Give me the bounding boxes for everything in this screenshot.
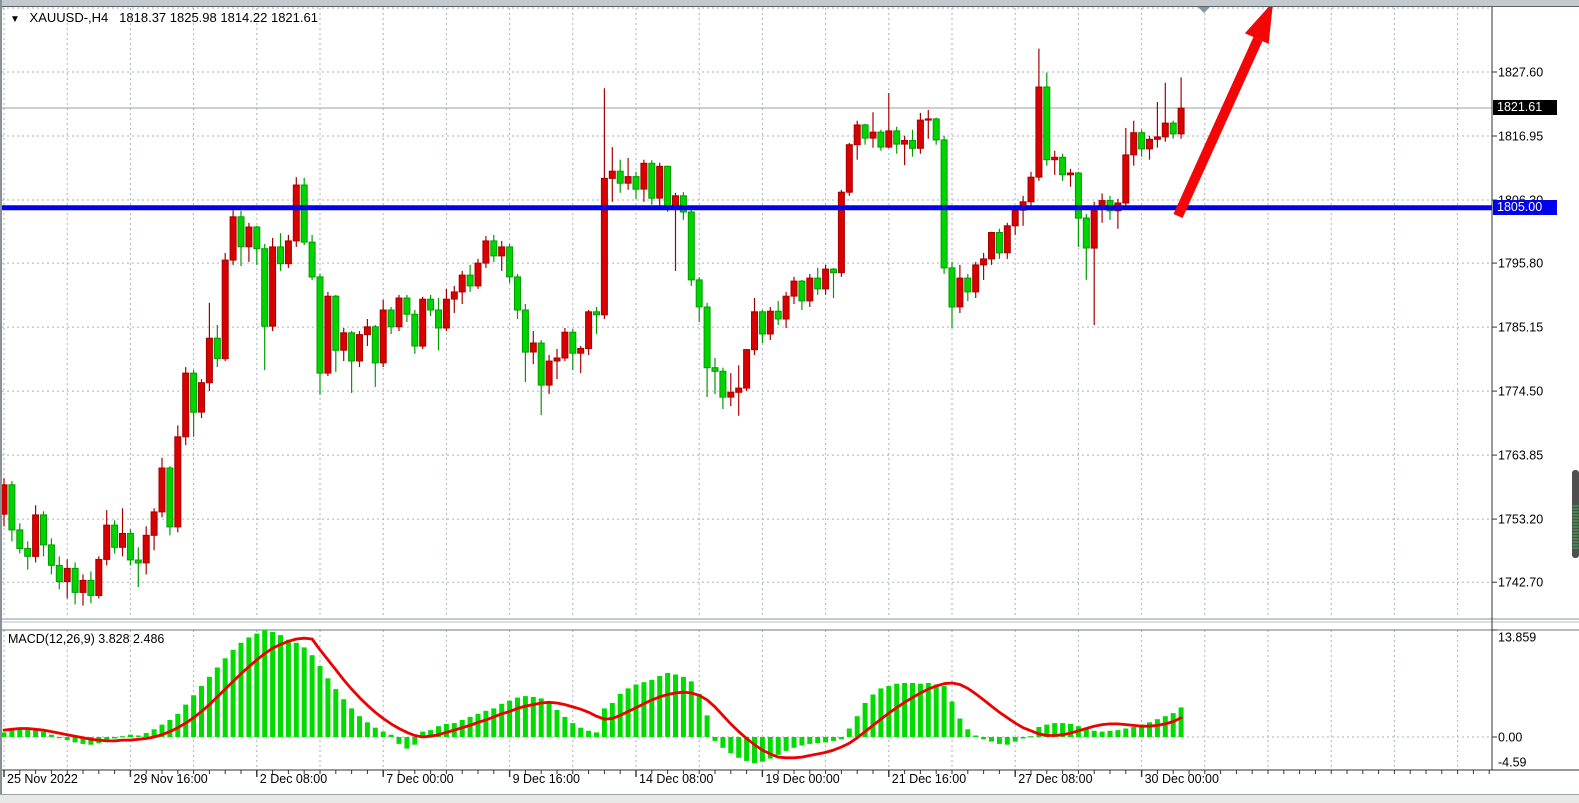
- window-left-border: [0, 0, 2, 803]
- time-axis-label: 14 Dec 08:00: [639, 772, 713, 786]
- trend-arrow[interactable]: [1173, 2, 1273, 219]
- candles: [0, 48, 1185, 606]
- window-top-border: [0, 0, 1579, 7]
- time-axis-label: 2 Dec 08:00: [260, 772, 327, 786]
- hline-price-badge: 1805.00: [1493, 200, 1557, 215]
- time-axis-label: 7 Dec 00:00: [386, 772, 453, 786]
- time-axis-label: 25 Nov 2022: [7, 772, 78, 786]
- macd-histogram: [1, 630, 1184, 764]
- chart-shift-marker-icon[interactable]: [1196, 5, 1212, 13]
- price-axis-label: 1774.50: [1498, 385, 1543, 399]
- time-axis-label: 29 Nov 16:00: [133, 772, 207, 786]
- price-axis-label: 1785.15: [1498, 321, 1543, 335]
- panel-separator[interactable]: [2, 618, 1579, 631]
- chart-menu-triangle-icon[interactable]: ▼: [10, 14, 20, 25]
- price-axis-label: 1827.60: [1498, 66, 1543, 80]
- time-axis-label: 27 Dec 08:00: [1018, 772, 1092, 786]
- time-axis-label: 30 Dec 00:00: [1145, 772, 1219, 786]
- price-axis-label: 1753.20: [1498, 513, 1543, 527]
- macd-axis[interactable]: 13.859 0.00 -4.59: [1492, 629, 1536, 771]
- price-axis-label: 1763.85: [1498, 449, 1543, 463]
- macd-axis-label: 13.859: [1498, 631, 1536, 645]
- price-axis[interactable]: 1827.601816.951806.301795.801785.151774.…: [1492, 66, 1543, 590]
- macd-signal-line: [2, 636, 1183, 760]
- macd-axis-label: -4.59: [1498, 756, 1527, 770]
- price-axis-label: 1742.70: [1498, 576, 1543, 590]
- price-axis-label: 1816.95: [1498, 130, 1543, 144]
- time-axis[interactable]: 25 Nov 2022 29 Nov 16:00 2 Dec 08:00 7 Dec …: [3, 770, 1490, 786]
- macd-axis-label: 0.00: [1498, 731, 1522, 745]
- time-axis-label: 19 Dec 00:00: [765, 772, 839, 786]
- chart-ohlc-values: 1818.37 1825.98 1814.22 1821.61: [119, 10, 318, 25]
- price-axis-label: 1795.80: [1498, 257, 1543, 271]
- window-bottom-border: [0, 794, 1579, 803]
- chart-title: ▼ XAUUSD-,H4 1818.37 1825.98 1814.22 182…: [10, 10, 318, 25]
- indicator-label: MACD(12,26,9) 3.828 2.486: [8, 632, 165, 646]
- time-axis-label: 21 Dec 16:00: [892, 772, 966, 786]
- time-axis-label: 9 Dec 16:00: [513, 772, 580, 786]
- current-price-badge: 1821.61: [1493, 100, 1557, 115]
- chart-symbol-period: XAUUSD-,H4: [29, 10, 109, 25]
- scrollbar-thumb[interactable]: [1572, 470, 1579, 558]
